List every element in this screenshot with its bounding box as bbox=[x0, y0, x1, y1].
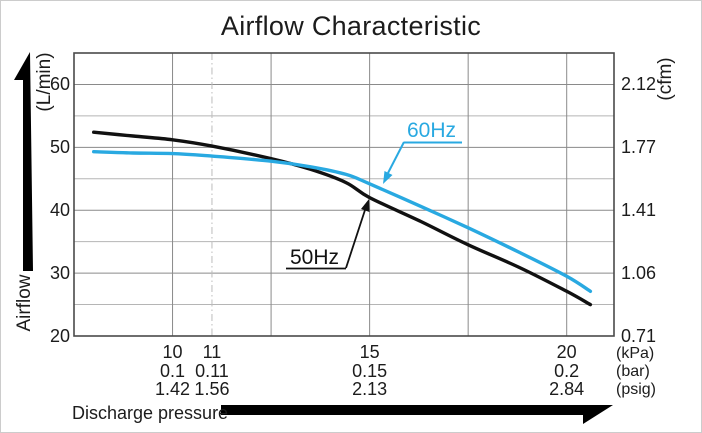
curve-60hz bbox=[92, 150, 593, 293]
x-tick-bar-0.1: 0.1 bbox=[160, 361, 186, 381]
x-tick-kpa-15: 15 bbox=[359, 342, 380, 362]
y-tick-cfm-0.71: 0.71 bbox=[621, 326, 657, 346]
x-unit-bar-label: (bar) bbox=[616, 363, 650, 380]
arrowhead-60hz-icon bbox=[383, 171, 393, 184]
y-tick-cfm-1.77: 1.77 bbox=[621, 137, 657, 158]
pressure-axis-arrow-icon bbox=[221, 405, 613, 424]
x-tick-psig-1.42: 1.42 bbox=[155, 379, 191, 399]
airflow-axis-arrow-icon bbox=[14, 52, 33, 271]
plot-border bbox=[73, 52, 615, 337]
x-unit-psig-label: (psig) bbox=[616, 381, 657, 398]
x-tick-kpa-10: 10 bbox=[162, 342, 183, 362]
y-tick-lmin-30: 30 bbox=[49, 263, 70, 284]
x-tick-psig-2.84: 2.84 bbox=[549, 379, 585, 399]
gridlines bbox=[74, 53, 614, 336]
x-tick-bar-0.11: 0.11 bbox=[195, 361, 229, 381]
series-label-50hz: 50Hz bbox=[290, 246, 340, 269]
x-tick-psig-2.13: 2.13 bbox=[352, 379, 388, 399]
arrowhead-50hz-icon bbox=[361, 199, 370, 212]
y-tick-cfm-2.12: 2.12 bbox=[621, 74, 657, 95]
y-tick-cfm-1.41: 1.41 bbox=[621, 200, 657, 221]
series-label-60hz: 60Hz bbox=[407, 119, 457, 142]
x-tick-kpa-20: 20 bbox=[556, 342, 577, 362]
plot-border-rect bbox=[73, 52, 615, 337]
x-tick-kpa-11: 11 bbox=[202, 342, 222, 362]
x-tick-psig-1.56: 1.56 bbox=[194, 379, 230, 399]
label-leader-60hz bbox=[383, 141, 462, 184]
y-tick-lmin-60: 60 bbox=[49, 74, 70, 95]
chart-title: Airflow Characteristic bbox=[220, 11, 482, 41]
y-tick-lmin-20: 20 bbox=[49, 326, 70, 346]
y-tick-lmin-40: 40 bbox=[49, 200, 70, 221]
x-tick-bar-0.15: 0.15 bbox=[352, 361, 388, 381]
label-leader-50hz bbox=[286, 199, 370, 270]
x-tick-bar-0.2: 0.2 bbox=[554, 361, 580, 381]
y-tick-lmin-50: 50 bbox=[49, 137, 70, 158]
x-axis-name-label: Discharge pressure bbox=[72, 403, 229, 423]
y-tick-cfm-1.06: 1.06 bbox=[621, 263, 657, 284]
data-curves bbox=[92, 130, 593, 307]
curve-50hz bbox=[92, 130, 593, 307]
y-right-unit-label: (cfm) bbox=[655, 57, 676, 101]
x-unit-kpa-label: (kPa) bbox=[616, 345, 655, 362]
